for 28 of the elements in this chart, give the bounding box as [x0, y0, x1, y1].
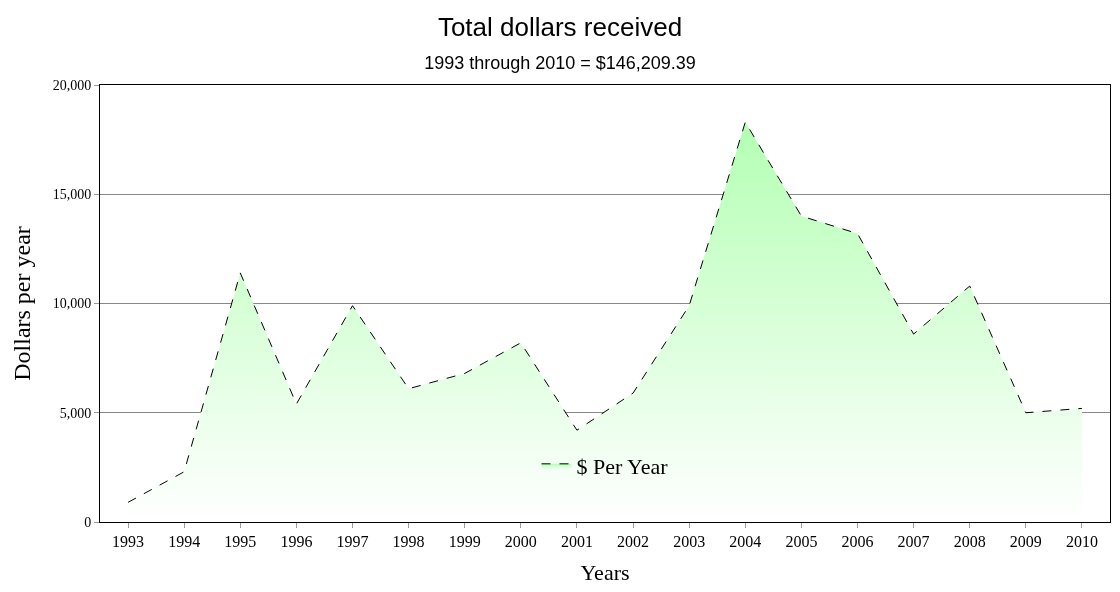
x-tick-label: 2005 [785, 533, 818, 551]
x-tick-label: 2003 [673, 533, 706, 551]
legend-label: $ Per Year [576, 454, 669, 480]
y-axis-title: Dollars per year [8, 226, 35, 381]
x-tick-label: 2002 [617, 533, 650, 551]
x-tick-label: 1999 [448, 533, 481, 551]
x-tick-label: 1993 [112, 533, 145, 551]
y-tick-label: 15,000 [52, 187, 92, 203]
x-tick-label: 2008 [953, 533, 986, 551]
x-tick-label: 1998 [392, 533, 425, 551]
x-tick-label: 2007 [897, 533, 930, 551]
chart-title: Total dollars received [437, 11, 683, 42]
y-tick-label: 0 [84, 514, 92, 530]
x-tick-label: 1995 [224, 533, 257, 551]
x-tick-label: 2000 [504, 533, 537, 551]
x-tick-label: 2009 [1009, 533, 1042, 551]
x-tick-label: 1997 [336, 533, 369, 551]
y-tick-label: 5,000 [59, 405, 92, 421]
x-tick-label: 1996 [280, 533, 313, 551]
y-tick-label: 20,000 [52, 77, 92, 93]
x-tick-label: 2006 [841, 533, 874, 551]
chart-subtitle: 1993 through 2010 = $146,209.39 [424, 53, 696, 74]
x-tick-label: 2010 [1065, 533, 1098, 551]
x-tick-label: 1994 [168, 533, 201, 551]
y-tick-label: 10,000 [52, 296, 92, 312]
x-tick-label: 2004 [729, 533, 762, 551]
x-tick-label: 2001 [560, 533, 593, 551]
x-axis-title: Years [580, 560, 630, 586]
